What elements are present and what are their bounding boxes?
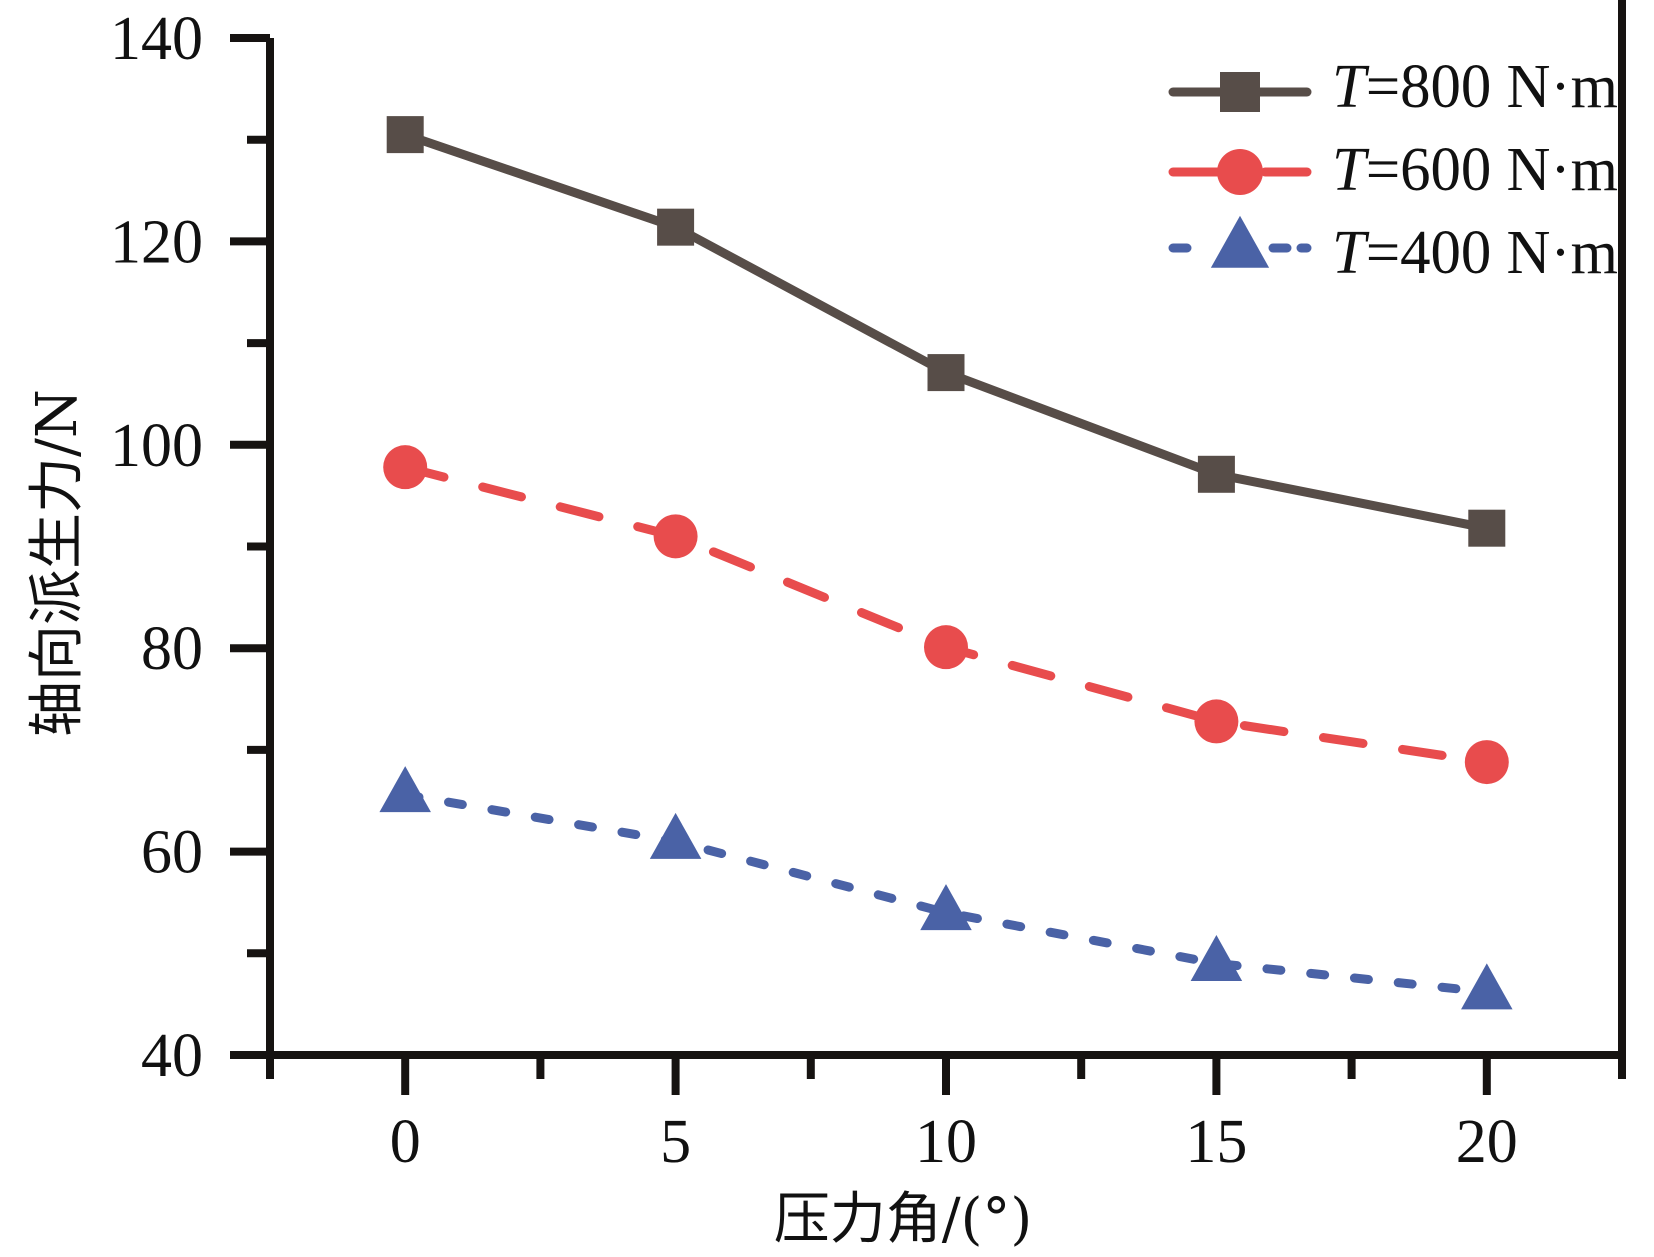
x-tick-label: 10	[915, 1108, 977, 1176]
legend-marker-triangle	[1210, 215, 1270, 268]
x-tick-label: 0	[390, 1108, 421, 1176]
data-point-square	[1468, 509, 1506, 547]
legend-marker-circle	[1217, 149, 1263, 195]
data-point-circle	[1464, 740, 1509, 785]
legend-label-variable: T	[1332, 53, 1370, 121]
data-point-square	[386, 116, 424, 154]
legend: T=800 N·mT=600 N·mT=400 N·m	[1168, 53, 1618, 287]
y-axis-label: 轴向派生力/N	[25, 389, 90, 737]
y-tick-label: 80	[141, 615, 203, 683]
legend-label-variable: T	[1332, 219, 1370, 287]
x-tick-label: 20	[1456, 1108, 1518, 1176]
data-point-circle	[653, 514, 698, 559]
data-point-square	[927, 354, 965, 392]
y-tick-label: 40	[141, 1022, 203, 1090]
data-point-square	[657, 208, 695, 246]
data-point-triangle	[1190, 934, 1243, 981]
legend-label-value: =800 N·m	[1366, 53, 1618, 121]
data-point-circle	[383, 445, 428, 490]
x-axis-label: 压力角/(°)	[774, 1187, 1033, 1252]
x-tick-label: 15	[1185, 1108, 1247, 1176]
data-point-circle	[1194, 699, 1239, 744]
series-markers	[379, 116, 1513, 1010]
legend-label: T=600 N·m	[1332, 136, 1618, 204]
series-lines	[400, 130, 1492, 997]
ticks: 40 60 80 100 120 140 0 5 10 15 20	[110, 5, 1626, 1176]
legend-label-value: =600 N·m	[1366, 136, 1618, 204]
series-line-2	[400, 790, 1492, 997]
data-point-triangle	[379, 766, 431, 813]
data-point-triangle	[1461, 963, 1513, 1010]
legend-marker-square	[1220, 72, 1260, 112]
y-tick-label: 120	[110, 208, 203, 276]
legend-label-value: =400 N·m	[1366, 219, 1618, 287]
x-tick-label: 5	[660, 1108, 691, 1176]
legend-label: T=800 N·m	[1332, 53, 1618, 121]
y-tick-label: 100	[110, 412, 203, 480]
legend-label: T=400 N·m	[1332, 219, 1618, 287]
data-point-triangle	[649, 812, 702, 859]
data-point-circle	[924, 625, 968, 670]
series-line-0	[400, 130, 1492, 533]
data-point-triangle	[920, 884, 972, 931]
legend-label-variable: T	[1332, 136, 1370, 204]
data-point-square	[1197, 455, 1235, 493]
series-line-1	[400, 462, 1492, 767]
y-tick-label: 140	[110, 5, 203, 73]
y-tick-label: 60	[141, 819, 203, 887]
